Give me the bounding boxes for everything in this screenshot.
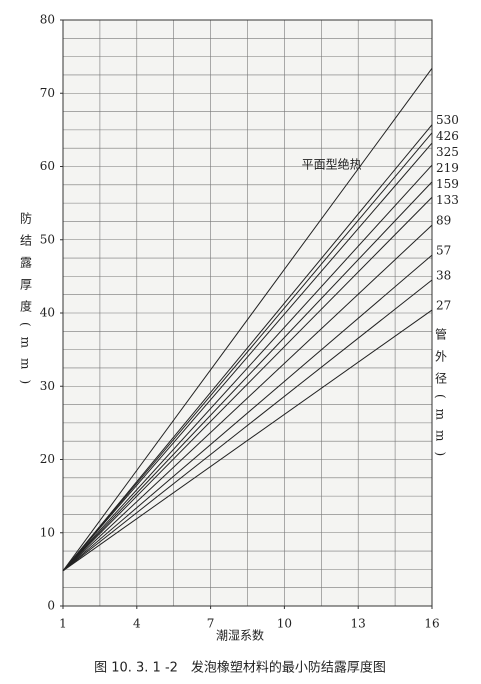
series-line xyxy=(62,132,433,572)
legend-title: 管外径(mm) xyxy=(434,327,448,467)
series-line xyxy=(62,68,433,572)
series-line xyxy=(62,164,433,572)
series-label: 57 xyxy=(436,244,451,258)
series-line xyxy=(62,196,433,572)
series-label: 426 xyxy=(436,129,459,143)
series-label: 219 xyxy=(436,161,459,175)
y-tick-label: 70 xyxy=(40,86,55,100)
series-line xyxy=(62,181,433,572)
series-label: 530 xyxy=(436,113,459,127)
y-axis-label: 防结露厚度(mm) xyxy=(19,211,33,395)
series-line xyxy=(62,279,433,572)
series-label: 89 xyxy=(436,214,451,228)
y-tick-label: 10 xyxy=(40,525,55,539)
x-tick-label: 7 xyxy=(207,617,215,631)
caption: 图 10. 3. 1 -2 发泡橡塑材料的最小防结露厚度图 xyxy=(94,660,386,676)
y-tick-label: 60 xyxy=(40,159,55,173)
series-line xyxy=(62,254,433,572)
y-tick-label: 30 xyxy=(40,379,55,393)
x-tick-label: 13 xyxy=(351,617,366,631)
y-tick-label: 0 xyxy=(47,599,55,613)
series-label: 133 xyxy=(436,193,459,207)
y-tick-label: 40 xyxy=(40,306,55,320)
series-line xyxy=(62,142,433,572)
x-tick-label: 16 xyxy=(424,617,439,631)
series-label: 159 xyxy=(436,177,459,191)
series-line xyxy=(62,224,433,572)
x-tick-label: 1 xyxy=(59,617,67,631)
x-tick-label: 10 xyxy=(277,617,292,631)
series-line xyxy=(62,309,433,572)
x-axis-label: 潮湿系数 xyxy=(216,628,264,643)
series-label: 325 xyxy=(436,145,459,159)
series-label: 38 xyxy=(436,269,451,283)
y-tick-label: 50 xyxy=(40,232,55,246)
series-annotation: 平面型绝热 xyxy=(302,156,362,171)
y-tick-label: 80 xyxy=(40,13,55,27)
series-line xyxy=(62,124,433,572)
y-tick-label: 20 xyxy=(40,452,55,466)
x-tick-label: 4 xyxy=(133,617,141,631)
series-label: 27 xyxy=(436,299,451,313)
